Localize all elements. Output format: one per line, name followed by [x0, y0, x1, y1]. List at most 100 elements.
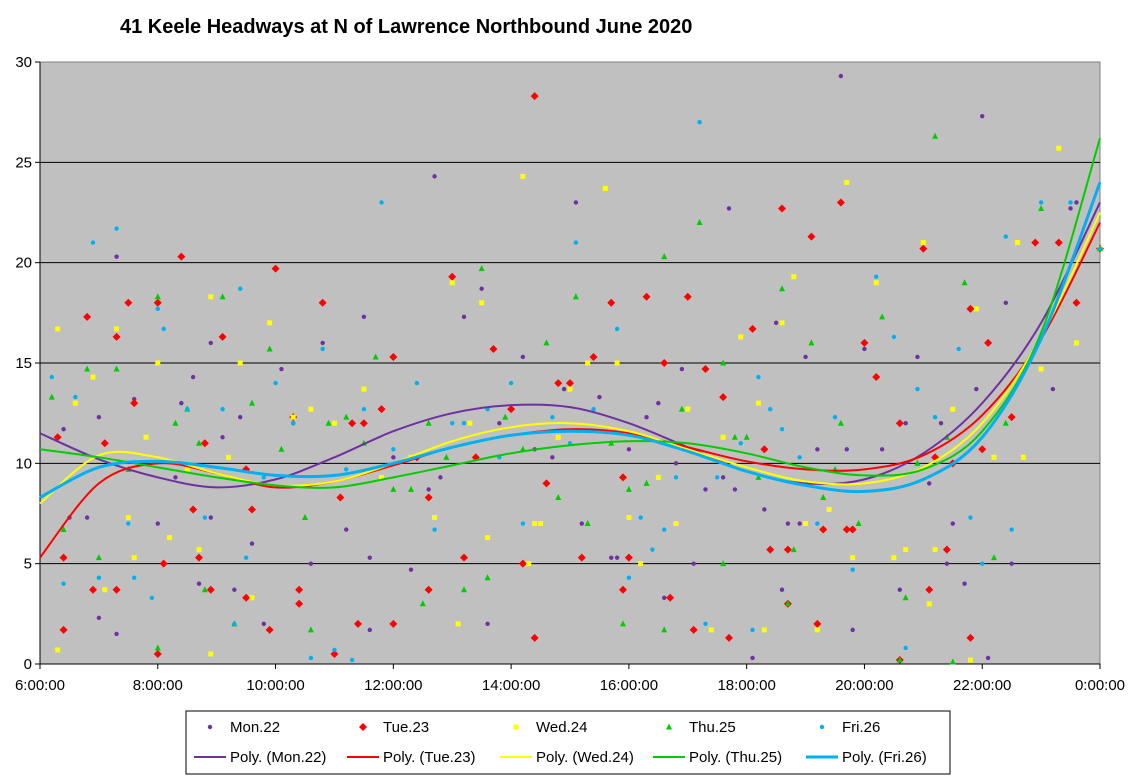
point-thu-25 — [154, 644, 161, 651]
point-wed-24 — [479, 300, 485, 306]
point-tue-23 — [242, 593, 251, 602]
point-mon-22 — [897, 587, 902, 592]
point-wed-24 — [208, 651, 214, 657]
point-wed-24 — [143, 434, 149, 440]
point-wed-24 — [779, 320, 785, 326]
point-wed-24 — [685, 406, 691, 412]
point-fri-26 — [114, 226, 119, 231]
point-wed-24 — [102, 587, 108, 593]
point-tue-23 — [748, 324, 757, 333]
point-wed-24 — [967, 657, 973, 663]
point-wed-24 — [249, 595, 255, 601]
point-thu-25 — [661, 626, 668, 633]
point-thu-25 — [60, 526, 67, 533]
point-tue-23 — [130, 399, 139, 408]
point-tue-23 — [124, 298, 133, 307]
point-fri-26 — [520, 521, 526, 526]
point-tue-23 — [59, 553, 68, 562]
point-mon-22 — [797, 521, 802, 526]
point-tue-23 — [336, 493, 345, 502]
point-tue-23 — [807, 232, 816, 241]
point-tue-23 — [919, 244, 928, 253]
point-mon-22 — [850, 627, 855, 633]
point-mon-22 — [367, 627, 372, 633]
point-tue-23 — [966, 304, 975, 313]
point-fri-26 — [956, 346, 961, 352]
point-fri-26 — [1003, 234, 1008, 239]
point-wed-24 — [455, 621, 461, 627]
point-mon-22 — [950, 521, 955, 526]
point-tue-23 — [760, 445, 769, 454]
point-tue-23 — [860, 338, 869, 347]
point-fri-26 — [49, 374, 54, 380]
legend-label: Poly. (Wed.24) — [536, 749, 634, 766]
legend-marker — [207, 724, 213, 730]
point-mon-22 — [720, 475, 726, 480]
point-wed-24 — [90, 374, 96, 380]
point-thu-25 — [779, 285, 785, 292]
point-wed-24 — [538, 521, 544, 527]
trendlines — [39, 137, 1102, 559]
point-mon-22 — [367, 555, 372, 560]
point-fri-26 — [874, 274, 879, 279]
point-thu-25 — [837, 419, 844, 426]
legend-box — [185, 710, 951, 775]
point-thu-25 — [696, 219, 703, 226]
point-tue-23 — [389, 619, 398, 628]
point-fri-26 — [185, 406, 190, 412]
point-mon-22 — [461, 314, 467, 320]
point-mon-22 — [609, 555, 614, 560]
point-mon-22 — [96, 615, 102, 621]
point-tue-23 — [348, 419, 357, 428]
point-thu-25 — [820, 493, 827, 500]
point-thu-25 — [949, 658, 956, 665]
point-mon-22 — [656, 400, 661, 406]
point-tue-23 — [295, 599, 304, 608]
point-wed-24 — [655, 474, 661, 480]
point-wed-24 — [602, 185, 608, 191]
point-mon-22 — [844, 447, 849, 452]
point-mon-22 — [691, 561, 696, 566]
point-thu-25 — [755, 473, 762, 480]
point-fri-26 — [238, 286, 243, 291]
point-wed-24 — [114, 326, 120, 332]
point-wed-24 — [844, 179, 850, 185]
point-thu-25 — [643, 479, 650, 486]
point-fri-26 — [126, 521, 131, 526]
point-fri-26 — [650, 547, 655, 552]
point-wed-24 — [738, 334, 744, 340]
point-fri-26 — [550, 414, 555, 420]
point-tue-23 — [725, 633, 733, 642]
point-thu-25 — [484, 574, 491, 581]
point-tue-23 — [112, 585, 121, 594]
legend-item-poly-fri-26: Poly. (Fri.26) — [806, 749, 927, 766]
point-fri-26 — [903, 645, 908, 651]
point-tue-23 — [354, 619, 362, 628]
point-fri-26 — [697, 120, 702, 125]
point-wed-24 — [803, 521, 809, 527]
y-tick-label: 30 — [15, 54, 32, 71]
legend-item-poly-thu-25: Poly. (Thu.25) — [653, 749, 782, 766]
x-tick-label: 18:00:00 — [717, 677, 775, 694]
point-tue-23 — [1007, 413, 1016, 422]
point-fri-26 — [832, 414, 838, 420]
point-mon-22 — [344, 527, 349, 532]
point-fri-26 — [379, 200, 384, 205]
trendline-poly-fri-26 — [39, 181, 1102, 499]
point-tue-23 — [895, 419, 904, 428]
point-thu-25 — [720, 560, 727, 567]
point-fri-26 — [432, 527, 437, 532]
point-tue-23 — [942, 545, 951, 554]
point-fri-26 — [220, 406, 225, 412]
point-tue-23 — [248, 505, 256, 514]
point-mon-22 — [1068, 206, 1073, 211]
point-tue-23 — [1072, 298, 1081, 307]
point-thu-25 — [425, 419, 432, 426]
point-tue-23 — [624, 553, 633, 562]
point-tue-23 — [89, 585, 97, 594]
point-mon-22 — [903, 421, 908, 426]
point-fri-26 — [61, 581, 66, 586]
point-fri-26 — [768, 406, 773, 412]
point-wed-24 — [379, 474, 385, 480]
point-tue-23 — [984, 338, 993, 347]
